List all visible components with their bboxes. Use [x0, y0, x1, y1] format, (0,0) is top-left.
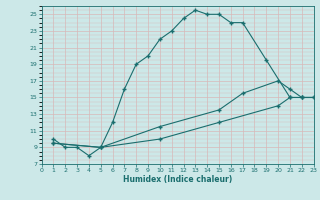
X-axis label: Humidex (Indice chaleur): Humidex (Indice chaleur) [123, 175, 232, 184]
